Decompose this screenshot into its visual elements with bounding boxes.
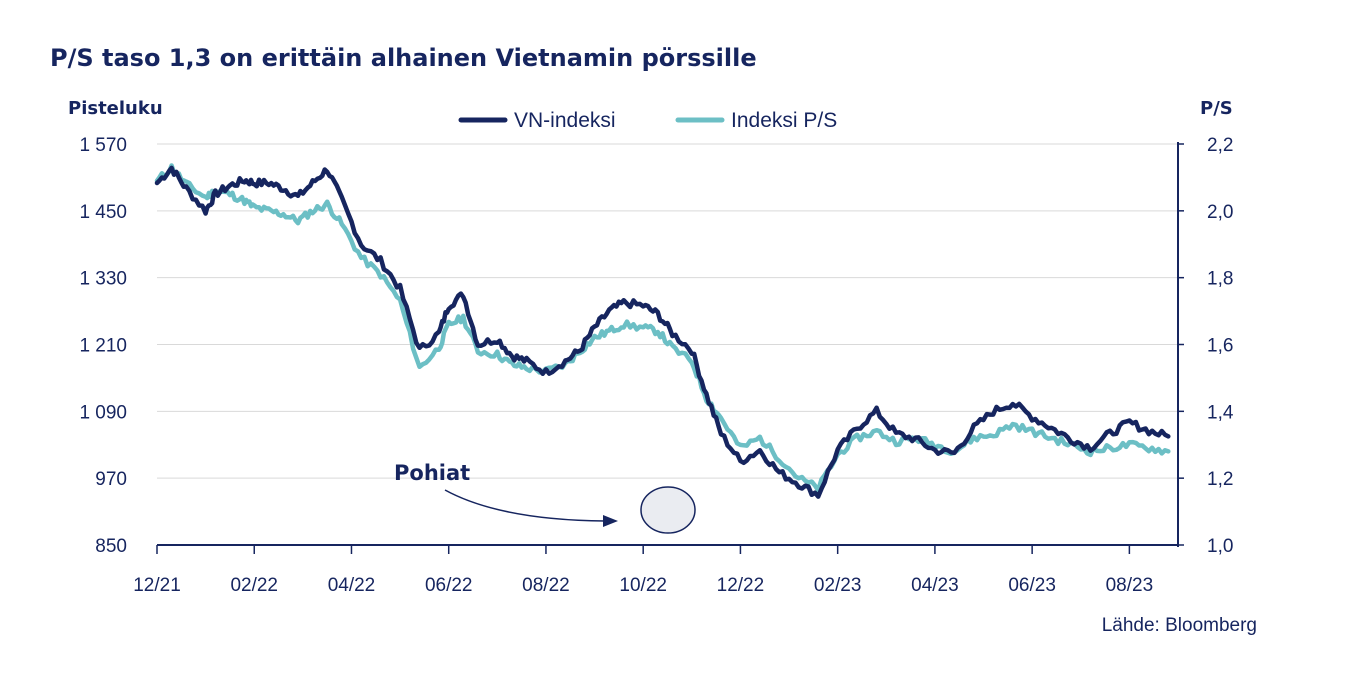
y-axis-left-title: Pisteluku — [68, 98, 163, 119]
x-tick-label: 02/22 — [230, 575, 278, 596]
annotation-arrow-head — [603, 515, 618, 527]
x-tick-label: 04/22 — [328, 575, 376, 596]
x-tick-label: 06/22 — [425, 575, 473, 596]
annotation-pohiat: Pohiat — [394, 461, 696, 534]
trough-highlight-ellipse — [640, 486, 696, 534]
legend: VN-indeksi Indeksi P/S — [458, 109, 837, 132]
source-note: Lähde: Bloomberg — [1102, 615, 1257, 636]
x-tick-label: 08/23 — [1106, 575, 1154, 596]
y-left-tick-label: 1 090 — [79, 402, 127, 423]
y-right-tick-label: 1,0 — [1207, 536, 1233, 557]
y-right-tick-label: 1,8 — [1207, 269, 1233, 290]
legend-label-vn-indeksi: VN-indeksi — [514, 109, 616, 132]
x-tick-label: 08/22 — [522, 575, 570, 596]
y-left-tick-label: 1 570 — [79, 135, 127, 156]
y-right-tick-label: 1,2 — [1207, 469, 1233, 490]
y-right-tick-label: 2,2 — [1207, 135, 1233, 156]
x-tick-label: 02/23 — [814, 575, 862, 596]
series-line-indeksi-ps — [154, 163, 1171, 493]
annotation-arrow-line — [444, 489, 606, 522]
x-tick-label: 04/23 — [911, 575, 959, 596]
series-line-vn-indeksi — [154, 165, 1171, 499]
y-left-tick-label: 1 450 — [79, 202, 127, 223]
y-left-tick-label: 970 — [95, 469, 127, 490]
x-axis: 12/21 02/22 04/22 06/22 08/22 10/22 12/22 02/23… — [133, 544, 1178, 596]
y-left-tick-label: 1 330 — [79, 269, 127, 290]
y-right-tick-label: 2,0 — [1207, 202, 1233, 223]
y-axis-left-ticks: 1 570 1 450 1 330 1 210 1 090 970 850 — [79, 135, 127, 557]
y-left-tick-label: 1 210 — [79, 336, 127, 357]
x-tick-label: 06/23 — [1008, 575, 1056, 596]
chart-title: P/S taso 1,3 on erittäin alhainen Vietna… — [50, 44, 757, 72]
y-right-tick-label: 1,4 — [1207, 402, 1234, 423]
y-right-tick-label: 1,6 — [1207, 336, 1233, 357]
x-tick-label: 10/22 — [619, 575, 667, 596]
y-left-tick-label: 850 — [95, 536, 127, 557]
x-tick-label: 12/21 — [133, 575, 181, 596]
annotation-label: Pohiat — [394, 461, 470, 485]
x-tick-label: 12/22 — [717, 575, 765, 596]
y-axis-right-ticks: 2,2 2,0 1,8 1,6 1,4 1,2 1,0 — [1178, 135, 1234, 557]
legend-label-indeksi-ps: Indeksi P/S — [731, 109, 837, 132]
y-axis-right-title: P/S — [1200, 98, 1233, 119]
